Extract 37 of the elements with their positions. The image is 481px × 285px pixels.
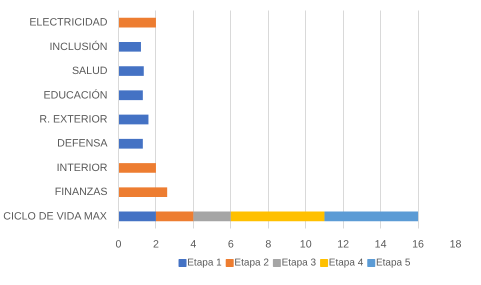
x-tick-label: 14 [374, 238, 387, 250]
bar [118, 66, 144, 76]
legend-label: Etapa 5 [376, 258, 411, 268]
y-tick-label: FINANZAS [54, 186, 108, 198]
x-tick-label: 12 [337, 238, 350, 250]
bar [324, 212, 418, 222]
x-tick-label: 4 [190, 238, 196, 250]
bar [118, 90, 143, 100]
x-tick-label: 10 [300, 238, 312, 250]
x-tick-label: 2 [152, 238, 159, 250]
legend-label: Etapa 3 [282, 258, 317, 268]
y-tick-label: CICLO DE VIDA MAX [3, 210, 107, 222]
bar [118, 187, 168, 198]
bar [118, 138, 143, 149]
legend-label: Etapa 1 [187, 258, 222, 268]
bar [193, 212, 231, 222]
y-tick-label: DEFENSA [57, 138, 108, 150]
x-tick-label: 0 [116, 238, 122, 250]
x-tick-label: 8 [265, 238, 272, 250]
bar [118, 18, 156, 28]
y-tick-label: R. EXTERIOR [39, 114, 108, 126]
y-tick-label: EDUCACIÓN [44, 88, 108, 102]
y-tick-label: SALUD [72, 65, 108, 78]
bar [118, 114, 148, 124]
x-tick-label: 16 [412, 238, 424, 250]
y-tick-label: INTERIOR [56, 162, 108, 174]
y-tick-label: INCLUSIÓN [49, 40, 108, 53]
legend-label: Etapa 2 [234, 258, 270, 268]
x-tick-label: 18 [450, 238, 462, 250]
bar [118, 163, 156, 173]
y-tick-label: ELECTRICIDAD [29, 16, 108, 29]
bar [156, 212, 194, 222]
x-tick-label: 6 [228, 238, 234, 250]
bar [230, 212, 324, 222]
bar [118, 42, 141, 52]
bar [118, 212, 156, 222]
legend-label: Etapa 4 [328, 258, 364, 268]
